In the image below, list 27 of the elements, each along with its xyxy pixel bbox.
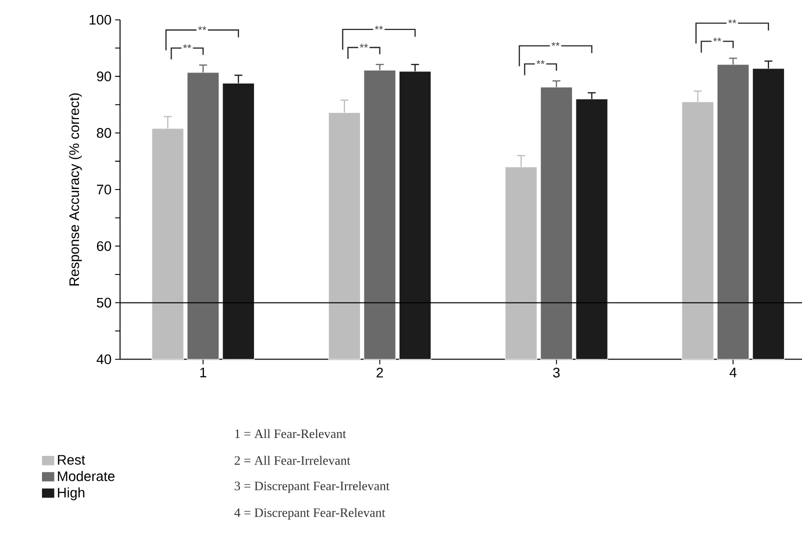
y-tick-label: 60 <box>96 241 112 251</box>
annotation: ** <box>713 37 722 42</box>
annotation: ** <box>360 44 368 48</box>
x-tick-label: 3 <box>553 368 560 378</box>
x-tick-label: 1 <box>200 368 206 378</box>
legend-label: Moderate <box>58 470 115 481</box>
y-tick-label: 70 <box>96 184 112 194</box>
legend-label: High <box>58 487 84 500</box>
annotation: ** <box>536 60 545 64</box>
legend-label: Rest <box>58 454 86 465</box>
y-tick-label: 40 <box>96 354 112 364</box>
x-tick-label: 2 <box>376 368 383 378</box>
text: 3 = Discrepant Fear-Irrelevant <box>234 481 390 493</box>
annotation: ** <box>552 42 560 46</box>
text: 4 = Discrepant Fear-Relevant <box>234 508 386 520</box>
annotation: ** <box>198 26 206 30</box>
y-tick-label: 90 <box>96 71 112 82</box>
x-tick-label: 4 <box>730 368 737 378</box>
annotation: ** <box>374 26 383 30</box>
y-tick-label: 100 <box>90 14 112 25</box>
y-axis-title: Response Accuracy (% correct) <box>68 93 82 286</box>
y-tick-label: 80 <box>96 128 112 138</box>
text: 2 = All Fear-Irrelevant <box>234 456 350 465</box>
annotation: ** <box>183 44 192 48</box>
annotation: ** <box>728 19 736 24</box>
text: 1 = All Fear-Relevant <box>235 428 346 438</box>
y-tick-label: 50 <box>96 298 112 308</box>
